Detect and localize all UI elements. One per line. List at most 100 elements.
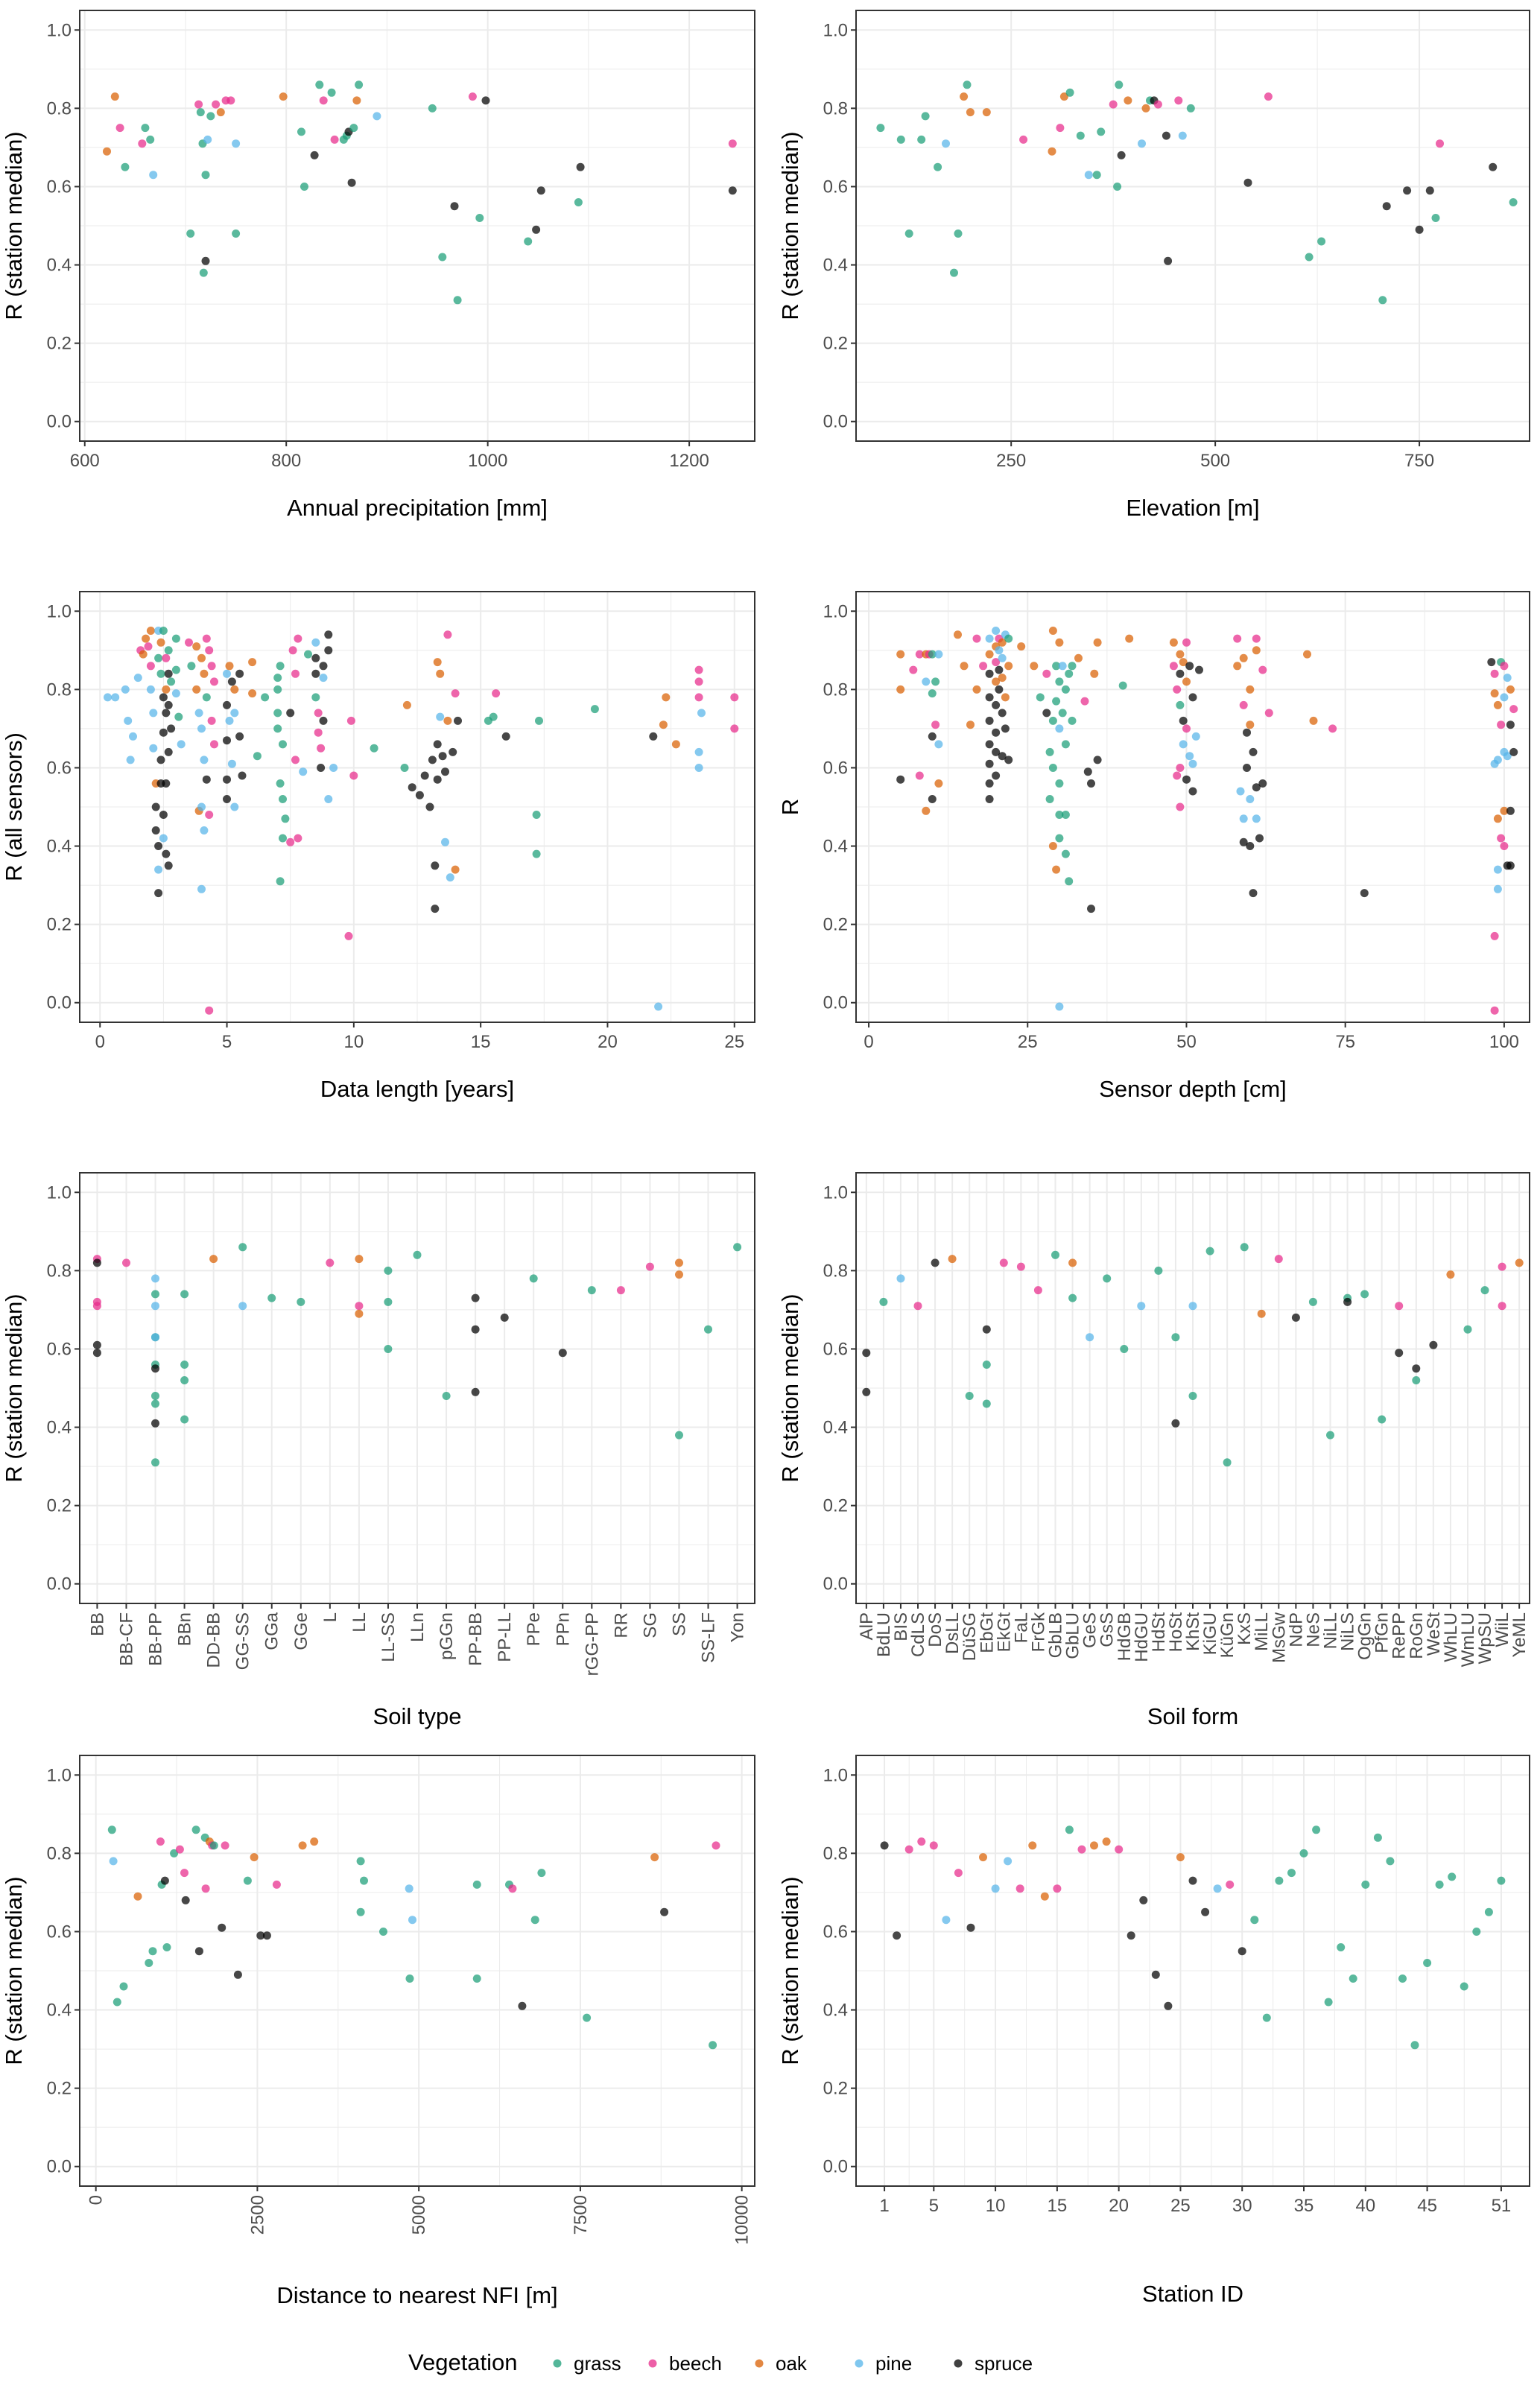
- data-point-grass: [1484, 1907, 1493, 1916]
- data-point-pine: [299, 767, 308, 776]
- data-point-grass: [300, 183, 308, 191]
- data-point-spruce: [995, 685, 1004, 694]
- data-point-spruce: [985, 740, 994, 749]
- data-point-beech: [1080, 697, 1089, 706]
- data-point-spruce: [931, 1258, 939, 1267]
- data-point-grass: [1045, 747, 1054, 756]
- data-point-spruce: [1042, 709, 1051, 718]
- data-point-oak: [1239, 653, 1248, 662]
- data-point-oak: [443, 716, 452, 725]
- data-point-grass: [167, 677, 176, 686]
- data-point-grass: [384, 1266, 393, 1275]
- data-point-beech: [314, 709, 323, 718]
- data-point-spruce: [558, 1349, 567, 1358]
- data-point-beech: [1173, 685, 1182, 694]
- data-point-spruce: [438, 752, 447, 761]
- data-point-grass: [1065, 877, 1074, 886]
- data-point-grass: [360, 1876, 368, 1885]
- data-point-grass: [162, 1943, 171, 1951]
- data-point-grass: [187, 662, 196, 671]
- data-point-beech: [226, 96, 235, 105]
- data-point-beech: [1077, 1845, 1086, 1854]
- data-point-grass: [202, 693, 211, 702]
- legend-key-pine: [855, 2359, 864, 2368]
- data-point-beech: [194, 100, 203, 109]
- data-point-oak: [197, 653, 206, 662]
- y-tick-label: 0.6: [47, 1922, 72, 1942]
- data-point-spruce: [1403, 186, 1412, 195]
- data-point-beech: [185, 638, 193, 647]
- data-point-grass: [171, 665, 180, 674]
- data-point-spruce: [1506, 721, 1515, 729]
- data-point-spruce: [1087, 779, 1095, 788]
- data-point-oak: [998, 638, 1007, 647]
- data-point-spruce: [1171, 1419, 1180, 1428]
- data-point-spruce: [311, 669, 320, 678]
- data-point-oak: [960, 662, 969, 671]
- data-point-beech: [205, 646, 214, 655]
- data-point-grass: [253, 752, 262, 761]
- data-point-spruce: [159, 811, 168, 819]
- data-point-beech: [1173, 771, 1182, 780]
- x-tick-label: 50: [1176, 1032, 1197, 1052]
- data-point-beech: [1033, 1286, 1042, 1295]
- data-point-spruce: [985, 693, 994, 702]
- data-point-beech: [1500, 662, 1509, 671]
- data-point-spruce: [151, 1364, 159, 1373]
- x-tick-label: 15: [1048, 2196, 1068, 2216]
- data-point-oak: [1179, 658, 1188, 667]
- x-tick-label: 30: [1232, 2196, 1252, 2216]
- x-tick-label: HdSt: [1149, 1612, 1169, 1653]
- data-point-pine: [694, 764, 703, 772]
- data-point-oak: [355, 1255, 364, 1264]
- data-point-spruce: [1185, 662, 1194, 671]
- data-point-grass: [164, 646, 173, 655]
- data-point-beech: [915, 771, 924, 780]
- panel-datalength: 0.0 0.2 0.4 0.6 0.8 1.0 0 5 10 15 20 25 Data length …: [1, 591, 755, 1102]
- data-point-grass: [529, 1274, 538, 1283]
- data-point-oak: [103, 147, 111, 156]
- data-point-beech: [175, 1845, 184, 1854]
- data-point-grass: [1378, 1415, 1387, 1424]
- data-point-spruce: [428, 756, 437, 764]
- x-tick-label: SS-LF: [699, 1612, 719, 1663]
- data-point-spruce: [880, 1841, 889, 1850]
- y-tick-label: 1.0: [47, 1765, 72, 1785]
- data-point-pine: [942, 139, 950, 148]
- data-point-grass: [148, 1947, 157, 1956]
- data-point-beech: [1264, 709, 1273, 718]
- data-point-oak: [1515, 1258, 1524, 1267]
- data-point-oak: [402, 700, 411, 709]
- y-tick-label: 0.8: [47, 98, 72, 118]
- data-point-oak: [110, 92, 119, 101]
- y-axis-title: R (all sensors): [1, 732, 27, 881]
- data-point-beech: [645, 1262, 654, 1271]
- data-point-oak: [1059, 92, 1068, 101]
- data-point-grass: [931, 677, 940, 686]
- data-point-spruce: [518, 2001, 527, 2010]
- data-point-grass: [524, 237, 533, 246]
- y-tick-label: 0.8: [823, 1843, 848, 1863]
- data-point-oak: [1257, 1309, 1266, 1318]
- x-tick-label: L: [320, 1612, 340, 1622]
- data-point-oak: [1141, 104, 1150, 113]
- data-point-spruce: [408, 783, 416, 792]
- x-tick-label: RR: [611, 1612, 631, 1638]
- x-tick-label: GbLB: [1046, 1612, 1066, 1658]
- data-point-grass: [1058, 709, 1067, 718]
- x-tick-label: WpSU: [1475, 1612, 1495, 1664]
- data-point-spruce: [415, 791, 424, 799]
- data-point-pine: [151, 1302, 159, 1311]
- data-point-grass: [1055, 677, 1064, 686]
- data-point-spruce: [162, 709, 171, 718]
- data-point-oak: [1500, 806, 1509, 815]
- data-point-grass: [442, 1392, 451, 1400]
- data-point-pine: [1185, 752, 1194, 761]
- panel-precip: 0.0 0.2 0.4 0.6 0.8 1.0 600 800 1000 1200 Annual p…: [1, 10, 755, 521]
- data-point-oak: [972, 685, 981, 694]
- x-axis-title: Distance to nearest NFI [m]: [276, 2282, 557, 2308]
- x-tick-label: 0: [864, 1032, 873, 1052]
- y-tick-label: 0.4: [823, 837, 848, 857]
- data-point-pine: [922, 677, 931, 686]
- data-point-beech: [999, 1258, 1008, 1267]
